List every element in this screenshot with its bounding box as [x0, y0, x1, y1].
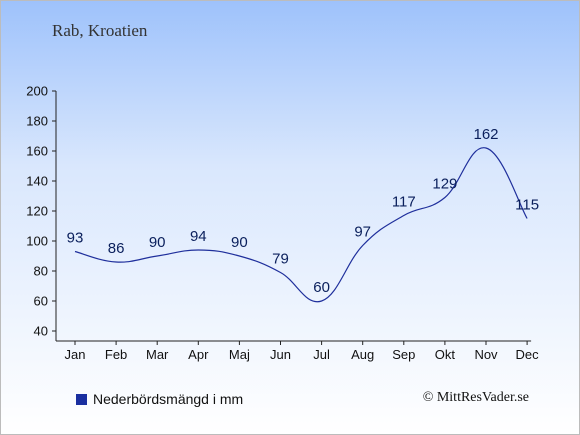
- x-tick-label: Jul: [313, 347, 330, 362]
- data-label: 94: [190, 228, 207, 245]
- x-tick-label: Feb: [105, 347, 127, 362]
- data-label: 90: [149, 234, 166, 251]
- x-tick-label: Dec: [516, 347, 540, 362]
- x-tick-label: Okt: [435, 347, 456, 362]
- x-tick-label: Apr: [188, 347, 209, 362]
- data-label: 129: [432, 176, 457, 193]
- chart-title: Rab, Kroatien: [52, 21, 148, 40]
- y-tick-label: 120: [26, 204, 48, 219]
- data-label: 86: [108, 240, 125, 257]
- x-tick-label: Nov: [474, 347, 498, 362]
- legend-label: Nederbördsmängd i mm: [93, 391, 244, 407]
- y-tick-label: 80: [34, 264, 48, 279]
- data-label: 97: [354, 224, 371, 241]
- data-label: 115: [515, 197, 539, 214]
- series-line-precipitation: [74, 147, 528, 303]
- y-tick-label: 40: [34, 324, 48, 339]
- data-label: 162: [473, 126, 498, 143]
- data-label: 93: [67, 230, 84, 247]
- copyright-notice: © MittResVader.se: [422, 390, 529, 405]
- data-label: 90: [231, 234, 248, 251]
- y-tick-label: 180: [26, 114, 48, 129]
- x-tick-label: Jun: [270, 347, 291, 362]
- x-tick-label: Jan: [65, 347, 86, 362]
- x-tick-label: Aug: [351, 347, 374, 362]
- y-tick-label: 60: [34, 294, 48, 309]
- y-tick-label: 160: [26, 144, 48, 159]
- x-tick-label: Maj: [229, 347, 250, 362]
- data-label: 117: [392, 194, 416, 211]
- y-tick-label: 100: [26, 234, 48, 249]
- data-label: 60: [313, 279, 330, 296]
- legend: Nederbördsmängd i mm: [76, 391, 243, 407]
- data-label: 79: [272, 251, 289, 268]
- x-tick-label: Sep: [392, 347, 415, 362]
- y-tick-label: 200: [26, 84, 48, 99]
- y-tick-label: 140: [26, 174, 48, 189]
- legend-swatch: [76, 393, 87, 405]
- x-tick-label: Mar: [146, 347, 169, 362]
